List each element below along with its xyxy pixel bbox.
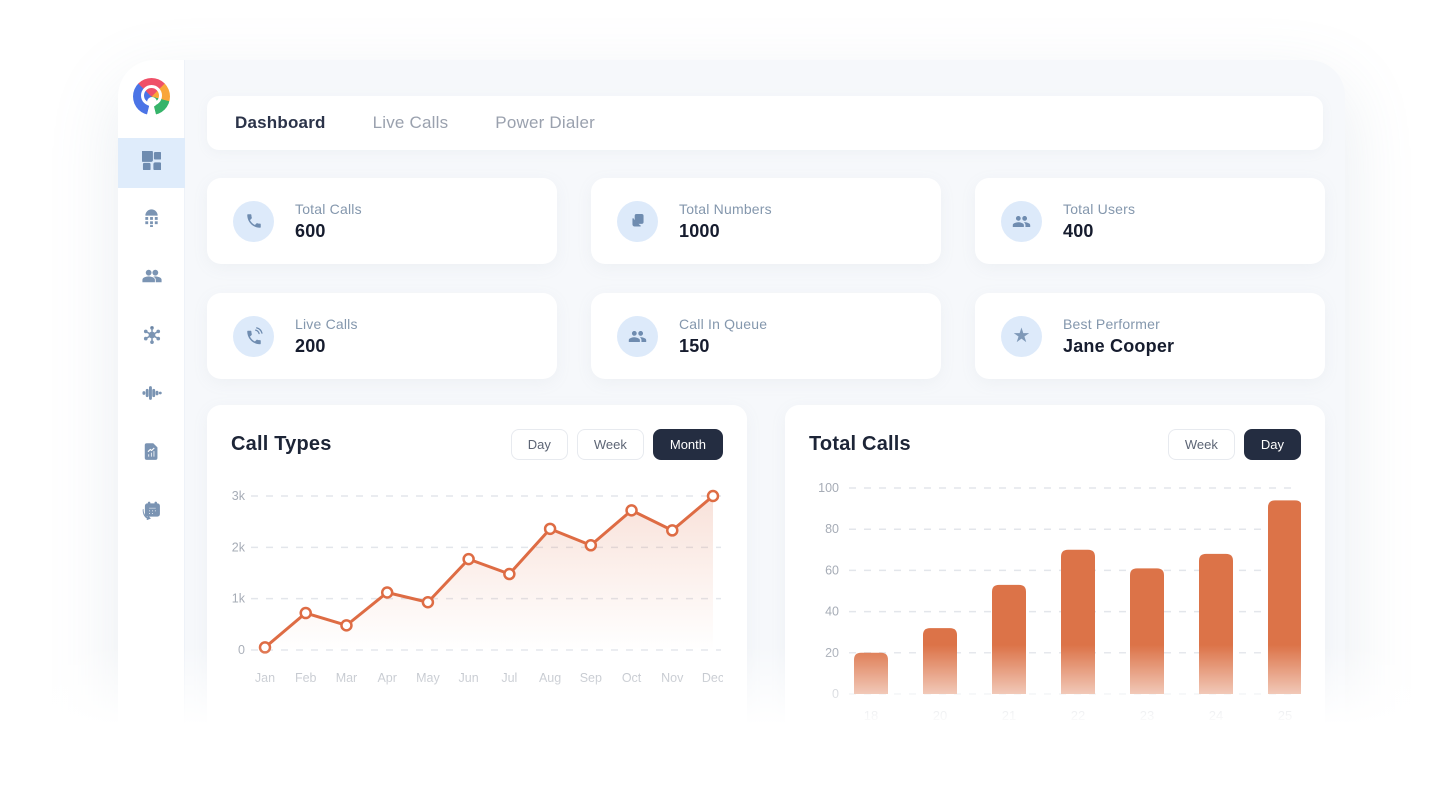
svg-text:80: 80 — [825, 522, 839, 536]
svg-text:Jul: Jul — [501, 671, 517, 685]
keypad-phone-icon — [142, 208, 161, 232]
sidebar-item-integrations[interactable] — [118, 312, 185, 362]
svg-text:Mar: Mar — [336, 671, 358, 685]
svg-text:3k: 3k — [232, 489, 246, 503]
tab-live-calls[interactable]: Live Calls — [372, 113, 449, 132]
stat-card-total-numbers: 2 Total Numbers 1000 — [591, 178, 941, 264]
tab-power-dialer[interactable]: Power Dialer — [495, 113, 596, 132]
svg-text:Nov: Nov — [661, 671, 684, 685]
users-icon — [141, 266, 162, 291]
sidebar-item-reports[interactable] — [118, 429, 185, 479]
svg-text:Feb: Feb — [295, 671, 317, 685]
svg-text:100: 100 — [818, 481, 839, 495]
svg-text:23: 23 — [1140, 708, 1154, 723]
stat-label: Total Numbers — [679, 200, 772, 217]
svg-text:Jun: Jun — [459, 671, 479, 685]
month-toggle-button[interactable]: Month — [652, 429, 723, 460]
stat-label: Total Calls — [295, 200, 362, 217]
total-calls-panel: Total Calls Week Day 0 20 40 60 80 100 18 20 21 2… — [785, 405, 1325, 777]
week-toggle-button[interactable]: Week — [1167, 429, 1235, 460]
calendar-sync-icon — [142, 500, 162, 525]
waveform-icon — [141, 383, 162, 408]
stat-value: 400 — [1063, 220, 1094, 241]
brand-logo — [133, 78, 170, 115]
stat-card-total-calls: Total Calls 600 — [207, 178, 557, 264]
svg-text:40: 40 — [825, 605, 839, 619]
stat-label: Call In Queue — [679, 315, 768, 332]
call-types-line-chart: 0 1k 2k 3k Jan Feb Mar Apr May Jun Jul Aug Sep Oct Nov… — [231, 474, 723, 706]
total-calls-range-toggle: Week Day — [1167, 429, 1301, 460]
call-types-range-toggle: Day Week Month — [510, 429, 723, 460]
svg-text:1k: 1k — [232, 592, 246, 606]
svg-text:Sep: Sep — [580, 671, 602, 685]
top-navbar: Dashboard Live Calls Power Dialer — [207, 96, 1323, 150]
star-icon: ★ — [1001, 315, 1042, 357]
stat-card-call-in-queue: Call In Queue 150 — [591, 293, 941, 379]
call-types-panel: Call Types Day Week Month 0 1k 2k 3k Jan Feb M… — [207, 405, 747, 777]
stat-label: Best Performer — [1063, 315, 1160, 332]
stat-value: 200 — [295, 335, 326, 356]
sidebar-item-users[interactable] — [118, 253, 185, 303]
stat-value: Jane Cooper — [1063, 335, 1175, 356]
svg-text:Aug: Aug — [539, 671, 561, 685]
svg-text:Dec: Dec — [702, 671, 723, 685]
svg-text:18: 18 — [864, 708, 878, 723]
sidebar — [118, 60, 185, 810]
stat-card-total-users: Total Users 400 — [975, 178, 1325, 264]
day-toggle-button[interactable]: Day — [1243, 429, 1301, 460]
total-calls-bar-chart: 0 20 40 60 80 100 18 20 21 22 23 24 25 — [809, 474, 1301, 726]
svg-text:2: 2 — [637, 217, 641, 223]
svg-text:0: 0 — [238, 643, 245, 657]
queue-users-icon — [617, 315, 658, 357]
stat-card-best-performer: ★ Best Performer Jane Cooper — [975, 293, 1325, 379]
svg-text:22: 22 — [1071, 708, 1085, 723]
svg-text:Apr: Apr — [377, 671, 396, 685]
stat-card-live-calls: Live Calls 200 — [207, 293, 557, 379]
dashboard-grid-icon — [141, 150, 162, 175]
svg-text:20: 20 — [933, 708, 947, 723]
svg-text:24: 24 — [1209, 708, 1223, 723]
svg-text:25: 25 — [1278, 708, 1292, 723]
stat-value: 1000 — [679, 220, 720, 241]
app-window: Dashboard Live Calls Power Dialer Total … — [118, 60, 1345, 810]
total-calls-title: Total Calls — [809, 433, 911, 455]
svg-text:60: 60 — [825, 563, 839, 577]
stat-label: Total Users — [1063, 200, 1136, 217]
stat-value: 150 — [679, 335, 710, 356]
stats-grid: Total Calls 600 2 Total Numbers 1000 — [207, 178, 1325, 379]
hub-icon — [142, 325, 162, 350]
svg-text:21: 21 — [1002, 708, 1016, 723]
sidebar-item-schedule[interactable] — [118, 487, 185, 537]
sidebar-item-dashboard[interactable] — [118, 138, 185, 188]
call-types-title: Call Types — [231, 433, 332, 455]
week-toggle-button[interactable]: Week — [576, 429, 644, 460]
report-file-icon — [142, 442, 161, 466]
sidebar-item-voice[interactable] — [118, 370, 185, 420]
sidebar-item-dialer[interactable] — [118, 195, 185, 245]
day-toggle-button[interactable]: Day — [510, 429, 568, 460]
users-icon — [1001, 200, 1042, 242]
svg-text:0: 0 — [832, 687, 839, 701]
tab-dashboard[interactable]: Dashboard — [235, 113, 326, 132]
phone-icon — [233, 200, 274, 242]
svg-text:20: 20 — [825, 646, 839, 660]
phone-wave-icon — [233, 315, 274, 357]
svg-text:2k: 2k — [232, 540, 246, 554]
svg-text:Oct: Oct — [622, 671, 642, 685]
numbers-page-icon: 2 — [617, 200, 658, 242]
svg-text:Jan: Jan — [255, 671, 275, 685]
stat-label: Live Calls — [295, 315, 358, 332]
svg-text:May: May — [416, 671, 440, 685]
stat-value: 600 — [295, 220, 326, 241]
